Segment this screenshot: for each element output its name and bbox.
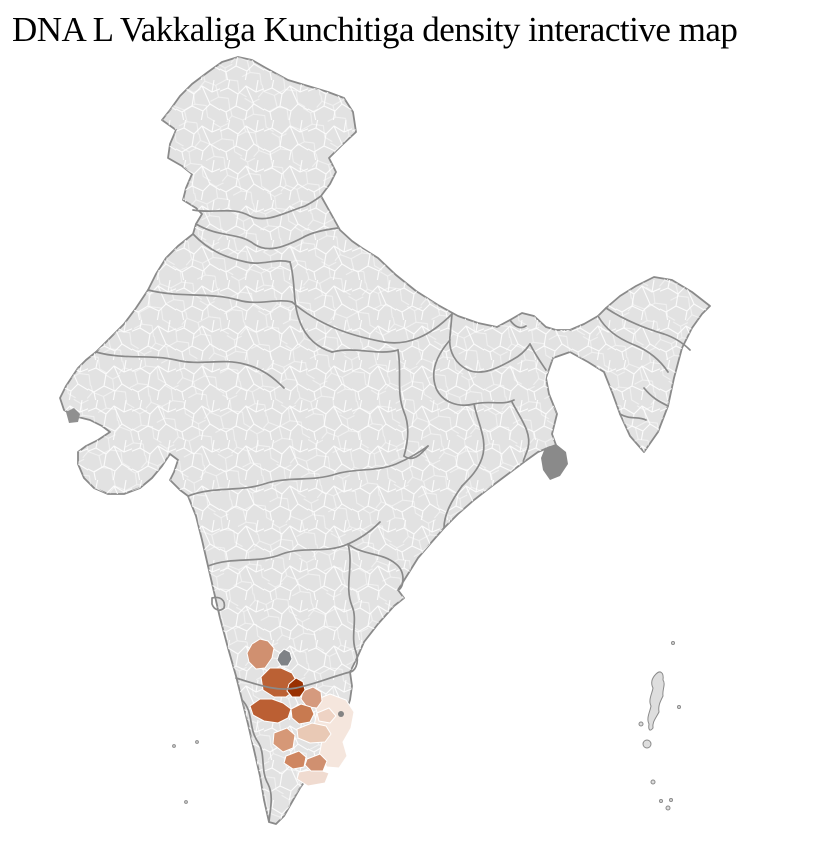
density-district[interactable]	[296, 722, 332, 744]
density-district[interactable]	[272, 727, 296, 753]
density-district[interactable]	[290, 703, 315, 725]
density-district[interactable]	[249, 698, 292, 724]
lakshadweep-islands	[172, 740, 199, 804]
density-districts-layer	[246, 638, 355, 787]
urban-area	[338, 711, 344, 717]
state-borders-layer	[95, 195, 691, 823]
density-district[interactable]	[304, 753, 328, 772]
andaman-nicobar-islands	[638, 641, 681, 811]
density-district[interactable]	[316, 707, 337, 724]
coastal-islet	[66, 408, 80, 423]
urban-area[interactable]	[276, 648, 293, 667]
density-district[interactable]	[283, 750, 307, 770]
density-district[interactable]	[300, 686, 323, 709]
page-title: DNA L Vakkaliga Kunchitiga density inter…	[12, 10, 738, 49]
delta-area	[541, 444, 568, 480]
district-boundaries-layer	[60, 57, 710, 824]
density-district[interactable]	[246, 638, 275, 670]
